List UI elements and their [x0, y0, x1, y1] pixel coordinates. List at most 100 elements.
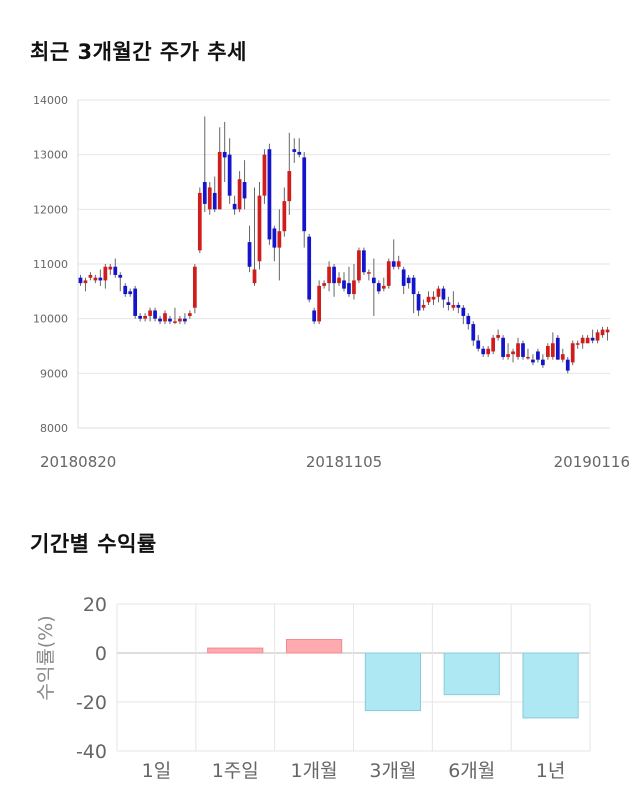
return-x-axis: 1일 1주일 1개월 3개월 6개월 1년	[142, 760, 566, 782]
return-grid	[116, 603, 591, 752]
candle-body	[227, 154, 232, 196]
candle-body	[496, 335, 500, 338]
candle-body	[93, 277, 98, 281]
candle-body	[342, 280, 346, 289]
price-x-tick: 20181105	[306, 453, 382, 471]
candle-body	[531, 359, 535, 363]
candle-body	[292, 149, 297, 152]
candle-body	[441, 288, 446, 300]
return-x-tick: 1일	[142, 760, 172, 782]
candle-body	[541, 359, 545, 366]
candle-body	[307, 236, 312, 300]
candle-body	[511, 351, 515, 355]
candle-body	[242, 182, 247, 199]
price-x-tick: 20180820	[40, 453, 116, 471]
candle-body	[426, 296, 431, 303]
candle-body	[466, 315, 471, 325]
candle-body	[396, 261, 401, 267]
candle-body	[605, 329, 610, 333]
return-y-tick: 20	[83, 594, 107, 616]
price-y-tick: 13000	[33, 149, 68, 162]
return-x-tick: 1주일	[212, 760, 259, 782]
candle-body	[337, 277, 341, 284]
candle-body	[277, 231, 282, 248]
candle-body	[381, 285, 386, 289]
candle-body	[232, 203, 237, 210]
candle-body	[257, 195, 262, 262]
return-bar	[364, 652, 422, 712]
return-y-tick: -20	[76, 692, 107, 714]
candle-body	[267, 149, 272, 240]
price-y-tick: 9000	[40, 367, 68, 380]
candle-body	[173, 321, 177, 323]
return-y-label: 수익률(%)	[35, 615, 57, 700]
candle-body	[197, 192, 202, 251]
candle-body	[192, 266, 197, 308]
candle-body	[317, 285, 322, 322]
return-bar	[285, 639, 343, 654]
candle-body	[491, 337, 496, 352]
candle-body	[416, 294, 421, 311]
candle-body	[575, 343, 580, 345]
candle-body	[461, 307, 466, 316]
candle-body	[446, 302, 451, 305]
price-trend-title: 최근 3개월간 주가 추세	[30, 40, 247, 64]
candle-body	[113, 266, 118, 275]
price-x-axis: 20180820 20181105 20190116	[40, 453, 630, 471]
candle-body	[471, 324, 476, 341]
candle-body	[545, 346, 550, 357]
candle-body	[123, 285, 128, 295]
return-bar	[207, 647, 264, 654]
candle-body	[222, 151, 227, 158]
candle-body	[212, 192, 217, 210]
candle-body	[168, 318, 172, 322]
price-x-tick: 20190116	[554, 453, 630, 471]
candle-body	[585, 337, 590, 344]
candle-body	[451, 305, 456, 308]
candle-body	[103, 266, 108, 281]
candle-body	[386, 261, 391, 286]
candle-body	[148, 310, 152, 316]
candle-body	[347, 283, 351, 295]
candle-body	[590, 337, 595, 341]
price-y-tick: 12000	[33, 203, 68, 216]
candle-body	[247, 242, 252, 267]
candle-body	[501, 337, 505, 357]
candle-body	[526, 356, 530, 359]
candlestick-chart: 8000 9000 10000 11000 12000 13000 14000 201808…	[33, 94, 630, 471]
candle-body	[83, 280, 88, 284]
candle-body	[431, 296, 436, 300]
candle-body	[411, 277, 416, 295]
candle-body	[237, 179, 242, 210]
candle-body	[163, 313, 167, 322]
candle-body	[312, 310, 317, 322]
candle-body	[272, 228, 277, 248]
candle-body	[565, 359, 570, 371]
return-y-tick: 0	[95, 643, 107, 665]
candle-body	[118, 274, 123, 278]
return-bars	[207, 639, 579, 719]
return-bar-chart: -40 -20 0 20 수익률(%) 1일 1주일 1개월 3개월 6개월 1년	[35, 594, 591, 782]
candle-body	[133, 288, 138, 316]
candle-body	[297, 151, 302, 155]
candle-body	[421, 305, 426, 308]
candle-body	[252, 269, 257, 284]
price-y-tick: 11000	[33, 258, 68, 271]
candle-body	[481, 348, 486, 355]
candle-body	[357, 250, 361, 281]
candle-body	[322, 283, 326, 286]
price-y-axis: 8000 9000 10000 11000 12000 13000 14000	[33, 94, 68, 435]
candle-body	[302, 157, 307, 232]
return-x-tick: 1년	[536, 760, 566, 782]
return-bar	[443, 652, 500, 696]
candle-body	[436, 288, 441, 297]
candle-body	[78, 277, 83, 284]
candles	[78, 116, 610, 374]
candle-body	[207, 187, 212, 210]
candle-body	[183, 318, 187, 322]
candle-body	[371, 277, 376, 284]
candle-body	[178, 318, 182, 322]
candle-body	[521, 343, 525, 357]
candle-body	[108, 266, 113, 270]
candle-body	[217, 151, 222, 210]
